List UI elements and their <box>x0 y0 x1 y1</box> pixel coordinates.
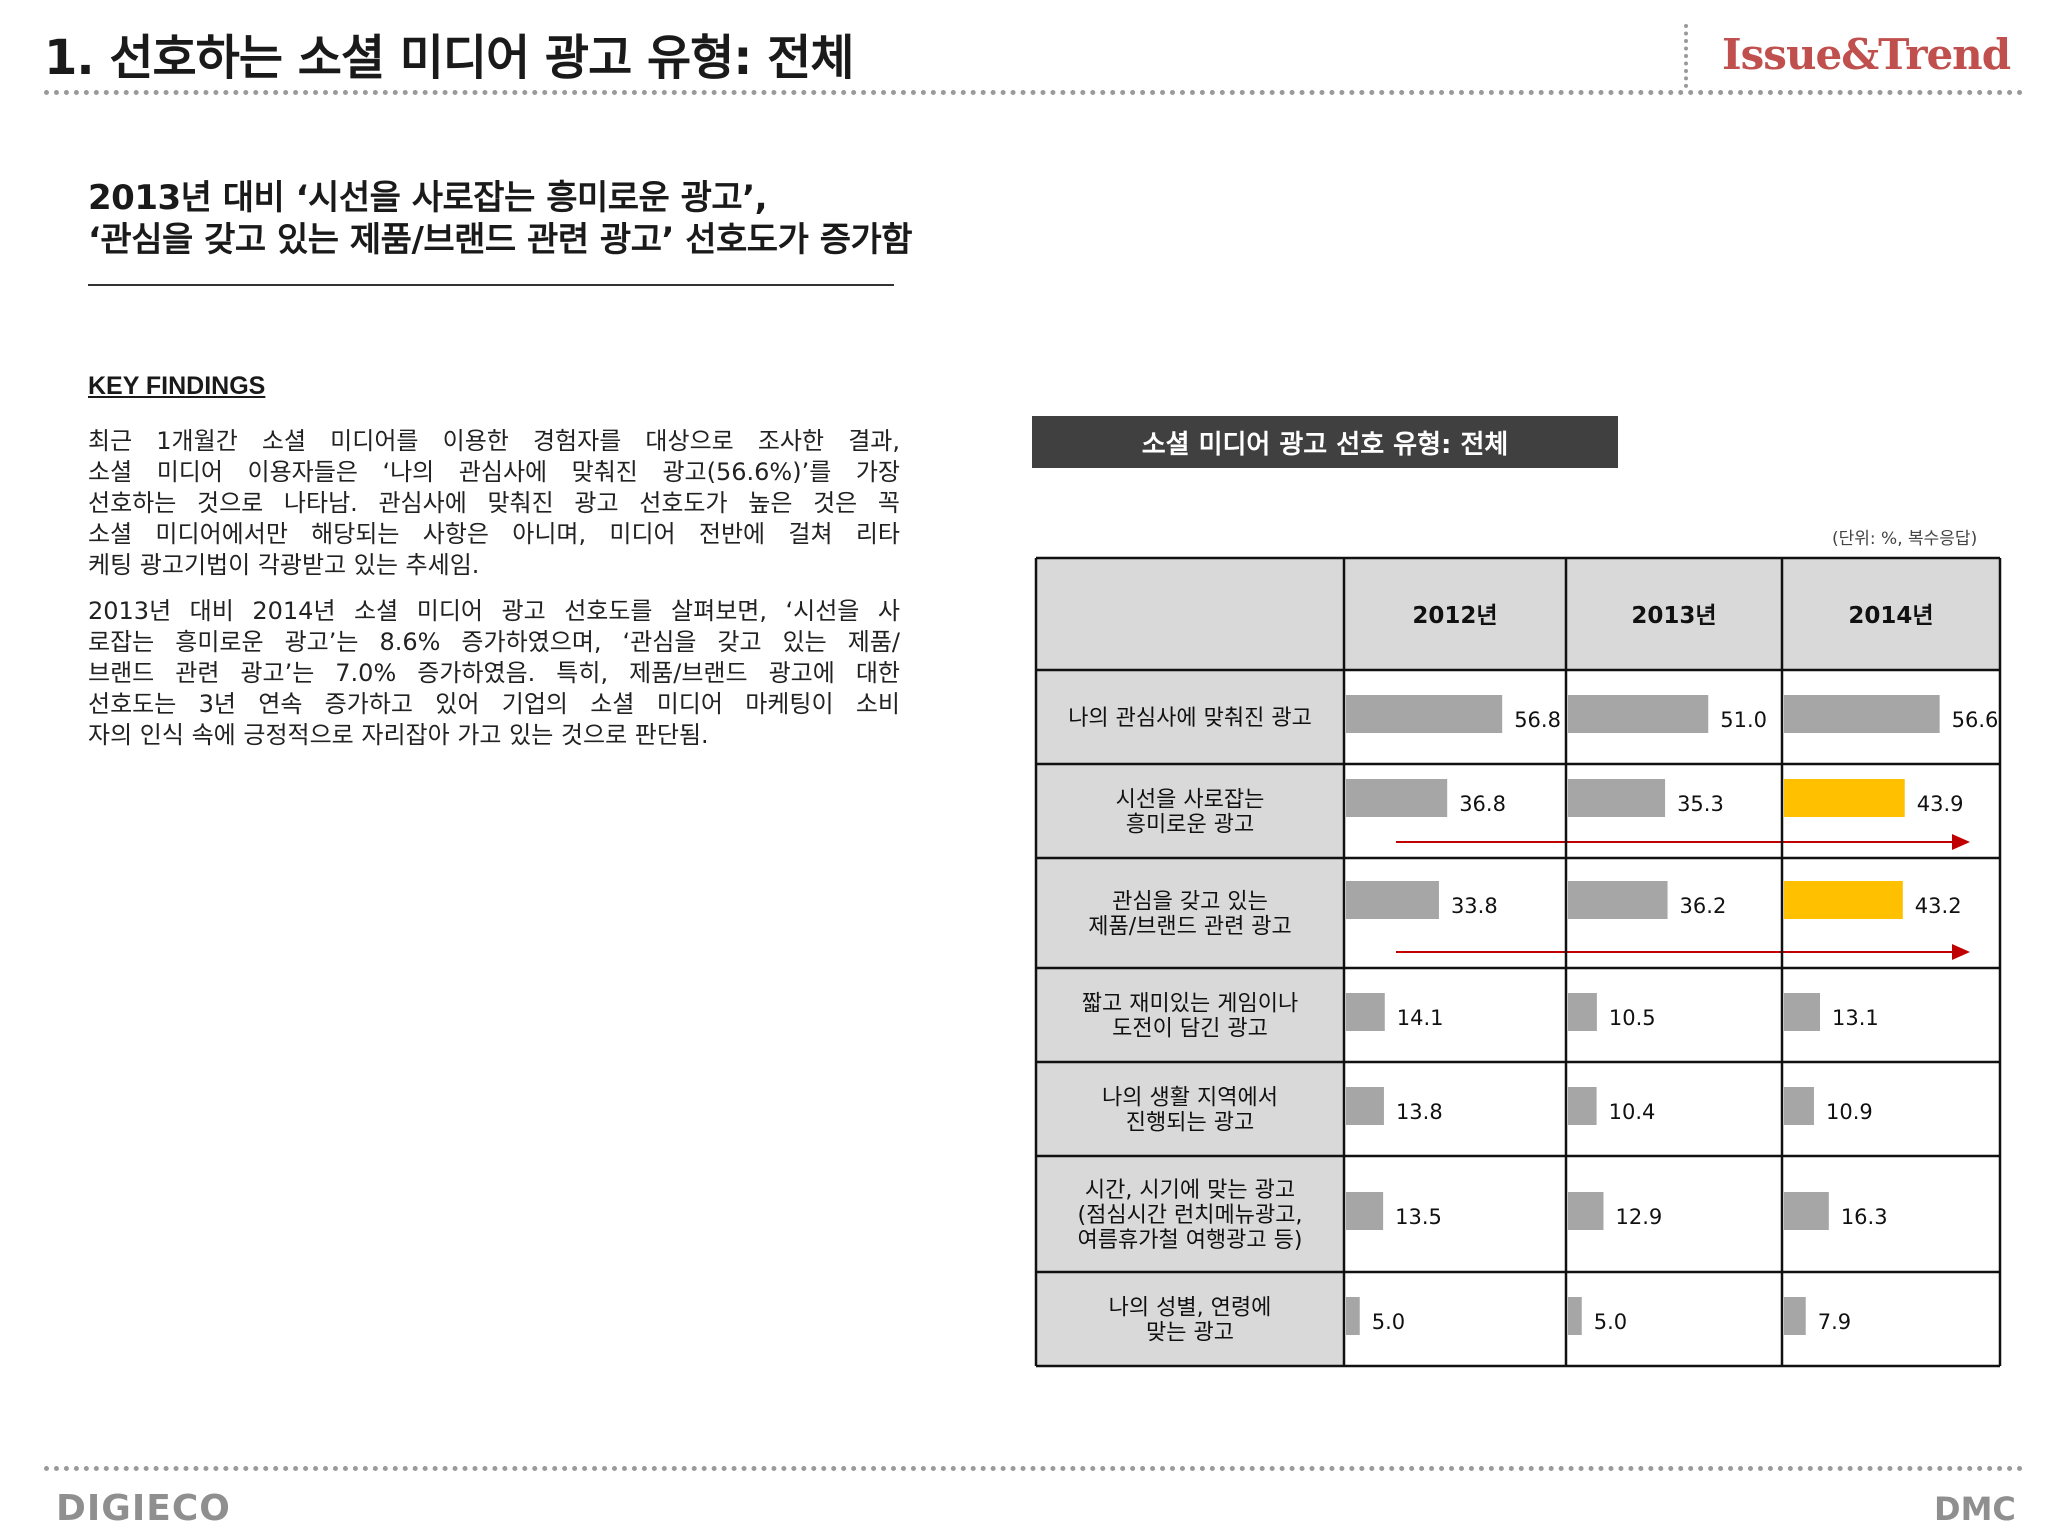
bar <box>1346 779 1448 817</box>
value-label: 13.5 <box>1395 1205 1442 1229</box>
issue-trend-logo: Issue&Trend <box>1722 30 2011 79</box>
bar <box>1346 1297 1360 1335</box>
findings-p2-line: 선호도는 3년 연속 증가하고 있어 기업의 소셜 미디어 마케팅이 소비 <box>88 690 900 718</box>
footer-dotted-rule <box>44 1466 2024 1471</box>
value-label: 56.8 <box>1514 708 1561 732</box>
row-label-column-bg <box>1036 558 1344 1366</box>
header-divider <box>1684 24 1688 88</box>
row-label: 여름휴가철 여행광고 등) <box>1078 1228 1303 1253</box>
value-label: 10.9 <box>1826 1100 1873 1124</box>
page-title: 1. 선호하는 소셜 미디어 광고 유형: 전체 <box>44 30 854 86</box>
year-header-label: 2012년 <box>1412 603 1497 629</box>
trend-arrow-head <box>1952 944 1970 960</box>
bar <box>1784 1087 1814 1125</box>
findings-paragraph-1: 최근 1개월간 소셜 미디어를 이용한 경험자를 대상으로 조사한 결과, 소셜… <box>88 426 900 581</box>
findings-p2-line: 자의 인식 속에 긍정적으로 자리잡아 가고 있는 것으로 판단됨. <box>88 721 709 749</box>
year-header-label: 2014년 <box>1848 603 1933 629</box>
bar <box>1346 1192 1384 1230</box>
value-label: 13.8 <box>1396 1100 1443 1124</box>
value-label: 14.1 <box>1397 1006 1444 1030</box>
findings-p2-line: 2013년 대비 2014년 소셜 미디어 광고 선호도를 살펴보면, ‘시선을… <box>88 597 900 625</box>
bar <box>1784 779 1905 817</box>
value-label: 43.2 <box>1915 894 1962 918</box>
bar <box>1346 881 1439 919</box>
unit-note: (단위: %, 복수응답) <box>1832 529 1978 549</box>
trend-arrow-head <box>1952 834 1970 850</box>
bar <box>1568 779 1666 817</box>
bar <box>1568 1192 1604 1230</box>
findings-paragraph-2: 2013년 대비 2014년 소셜 미디어 광고 선호도를 살펴보면, ‘시선을… <box>88 596 900 751</box>
year-header-label: 2013년 <box>1631 603 1716 629</box>
bar <box>1784 1297 1806 1335</box>
bar <box>1568 881 1668 919</box>
headline-rule <box>88 284 894 286</box>
value-label: 33.8 <box>1451 894 1498 918</box>
bar <box>1568 1297 1582 1335</box>
value-label: 56.6 <box>1952 708 1999 732</box>
value-label: 5.0 <box>1372 1310 1405 1334</box>
bar <box>1784 1192 1829 1230</box>
value-label: 10.5 <box>1609 1006 1656 1030</box>
value-label: 13.1 <box>1832 1006 1879 1030</box>
value-label: 10.4 <box>1609 1100 1656 1124</box>
chart-title-text: 소셜 미디어 광고 선호 유형: 전체 <box>1141 429 1509 460</box>
row-label: 시간, 시기에 맞는 광고 <box>1085 1178 1295 1203</box>
row-label: (점심시간 런치메뉴광고, <box>1078 1203 1303 1228</box>
value-label: 36.8 <box>1459 792 1506 816</box>
value-label: 16.3 <box>1841 1205 1888 1229</box>
key-findings-label: KEY FINDINGS <box>88 372 266 400</box>
row-label: 흥미로운 광고 <box>1126 813 1254 838</box>
row-label: 나의 성별, 연령에 <box>1109 1296 1272 1321</box>
bar <box>1346 1087 1384 1125</box>
row-label: 짧고 재미있는 게임이나 <box>1082 992 1298 1017</box>
digieco-logo: DIGIECO <box>56 1488 231 1529</box>
findings-p1-line: 최근 1개월간 소셜 미디어를 이용한 경험자를 대상으로 조사한 결과, <box>88 427 900 455</box>
row-label: 나의 관심사에 맞춰진 광고 <box>1068 706 1312 731</box>
findings-p2-line: 로잡는 흥미로운 광고’는 8.6% 증가하였으며, ‘관심을 갖고 있는 제품… <box>88 628 900 656</box>
value-label: 5.0 <box>1594 1310 1627 1334</box>
year-header-bg <box>1344 558 2000 670</box>
value-label: 35.3 <box>1677 792 1724 816</box>
bar <box>1784 993 1821 1031</box>
row-label: 진행되는 광고 <box>1126 1111 1254 1136</box>
bar <box>1346 993 1385 1031</box>
row-label: 도전이 담긴 광고 <box>1112 1017 1268 1042</box>
bar <box>1784 881 1903 919</box>
dmc-logo: DMC <box>1934 1490 2016 1528</box>
value-label: 7.9 <box>1818 1310 1851 1334</box>
row-label: 맞는 광고 <box>1146 1321 1234 1346</box>
bar <box>1784 695 1940 733</box>
row-label: 제품/브랜드 관련 광고 <box>1088 915 1292 940</box>
findings-p1-line: 소셜 미디어에서만 해당되는 사항은 아니며, 미디어 전반에 걸쳐 리타 <box>88 520 900 548</box>
value-label: 43.9 <box>1917 792 1964 816</box>
findings-p1-line: 케팅 광고기법이 각광받고 있는 추세임. <box>88 551 480 579</box>
value-label: 51.0 <box>1720 708 1767 732</box>
value-label: 12.9 <box>1615 1205 1662 1229</box>
findings-p2-line: 브랜드 관련 광고’는 7.0% 증가하였음. 특히, 제품/브랜드 광고에 대… <box>88 659 900 687</box>
row-label: 관심을 갖고 있는 <box>1112 890 1268 915</box>
header-dotted-rule <box>44 90 2024 95</box>
bar <box>1568 993 1597 1031</box>
headline-line-2: ‘관심을 갖고 있는 제품/브랜드 관련 광고’ 선호도가 증가함 <box>88 220 913 260</box>
bar <box>1568 1087 1597 1125</box>
value-label: 36.2 <box>1680 894 1727 918</box>
headline-line-1: 2013년 대비 ‘시선을 사로잡는 흥미로운 광고’, <box>88 178 768 218</box>
findings-p1-line: 선호하는 것으로 나타남. 관심사에 맞춰진 광고 선호도가 높은 것은 꼭 <box>88 489 900 517</box>
row-label: 나의 생활 지역에서 <box>1102 1086 1278 1111</box>
findings-p1-line: 소셜 미디어 이용자들은 ‘나의 관심사에 맞춰진 광고(56.6%)’를 가장 <box>88 458 900 486</box>
row-label: 시선을 사로잡는 <box>1116 788 1265 813</box>
bar <box>1568 695 1709 733</box>
bar <box>1346 695 1503 733</box>
chart-title: 소셜 미디어 광고 선호 유형: 전체 <box>1032 416 1618 468</box>
